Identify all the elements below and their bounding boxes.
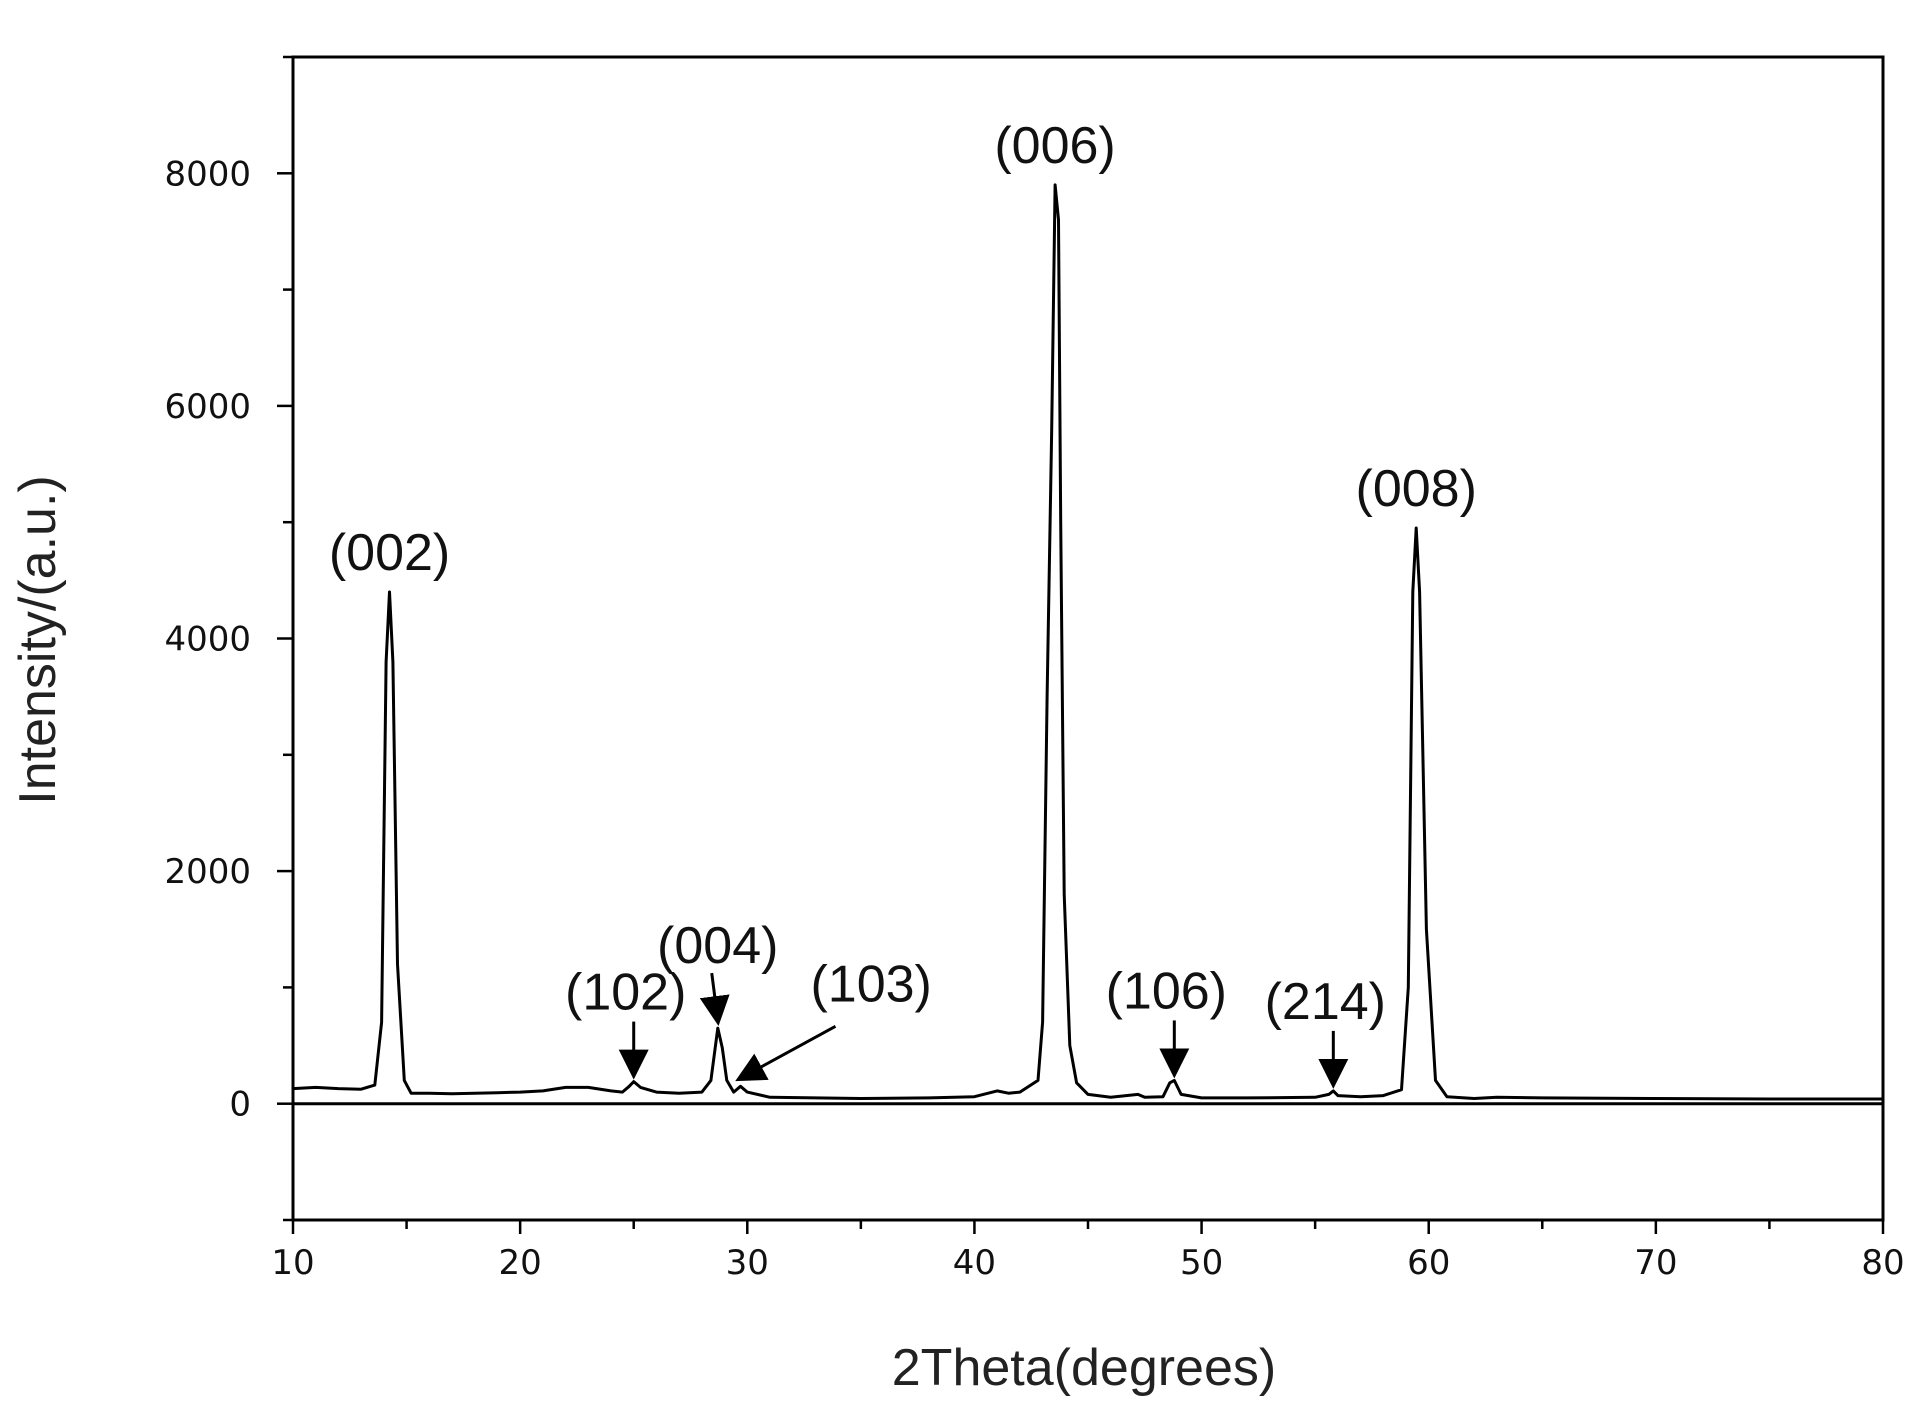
peak-label: (002) — [329, 524, 450, 582]
x-tick-label: 20 — [499, 1243, 542, 1283]
peak-label: (004) — [657, 917, 778, 975]
y-axis-title: Intensity/(a.u.) — [9, 475, 67, 804]
peak-label: (106) — [1106, 962, 1227, 1020]
peak-label: (103) — [810, 955, 931, 1013]
y-tick-label: 0 — [229, 1085, 251, 1125]
x-tick-label: 60 — [1407, 1243, 1450, 1283]
x-tick-label: 50 — [1180, 1243, 1223, 1283]
peak-label: (008) — [1356, 460, 1477, 518]
x-tick-label: 40 — [953, 1243, 996, 1283]
x-tick-label: 70 — [1634, 1243, 1677, 1283]
x-tick-label: 10 — [271, 1243, 314, 1283]
peak-label: (102) — [565, 964, 686, 1022]
peak-arrow — [735, 1024, 837, 1082]
diffraction-pattern-line — [292, 183, 1883, 1101]
y-tick-label: 8000 — [164, 154, 251, 194]
x-axis-title: 2Theta(degrees) — [892, 1339, 1276, 1397]
peak-label: (214) — [1265, 973, 1386, 1031]
y-tick-label: 4000 — [164, 620, 251, 660]
y-tick-label: 6000 — [164, 387, 251, 427]
x-tick-label: 80 — [1861, 1243, 1904, 1283]
x-tick-label: 30 — [726, 1243, 769, 1283]
peak-arrow — [699, 972, 730, 1027]
peak-label: (006) — [994, 117, 1115, 175]
plot-frame — [291, 55, 1885, 1222]
y-tick-label: 2000 — [164, 852, 251, 892]
